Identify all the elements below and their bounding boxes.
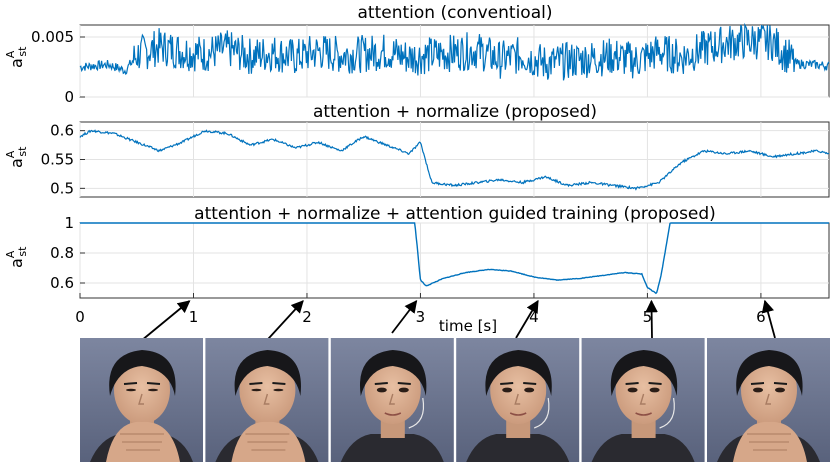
svg-text:aAst: aAst [4,46,29,68]
left-eye [126,388,136,392]
face [741,356,797,424]
eyebrows [374,382,411,385]
hair [485,350,552,396]
eyebrows [625,382,662,385]
left-eye [753,387,763,393]
panel-3-frame [79,222,830,299]
mouth [635,412,652,416]
nose [514,393,521,405]
panel-3-title: attention + normalize + attention guided… [194,204,716,224]
right-eye [398,387,409,393]
right-eye [524,387,535,393]
eyebrows [249,382,286,385]
frame-arrow [761,299,776,339]
hair [109,350,176,396]
panel-2-ytick-label: 0.6 [50,122,74,140]
nose [639,393,646,405]
shoulders [591,434,695,462]
panel-1-ytick-label: 0 [64,88,74,106]
right-eye [148,388,158,392]
x-tick-label: 0 [75,308,85,326]
shoulders [466,434,570,462]
panel-3-ytick-label: 0.6 [50,274,74,292]
panel-3-ylabel: aAst [4,246,29,268]
panel-2-title: attention + normalize (proposed) [313,102,597,122]
face-frames [80,338,830,462]
face-frame-2 [205,338,329,462]
panel-2-ylabel: aAst [4,146,29,168]
panel-2-ytick-label: 0.5 [50,179,74,197]
x-tick-label: 5 [643,308,653,326]
panel-2: attention + normalize (proposed) 0.5 0.55… [4,102,830,198]
panel-1-title: attention (conventioal) [358,3,553,23]
nose [765,393,771,405]
panel-1-series-line [79,22,830,81]
headset-mic [408,397,425,429]
x-tick-label: 3 [416,308,426,326]
nose [388,393,395,405]
face-frame-5 [581,338,705,462]
eyebrows [123,382,161,385]
face [490,356,547,424]
face-frame-4 [456,338,580,462]
panel-1-ytick-label: 0.005 [31,28,74,46]
panel-3-series-line [80,222,829,295]
panel-1-ylabel: aAst [4,46,29,68]
nose [138,393,144,405]
nose [263,393,270,405]
x-tick-label: 1 [189,308,199,326]
x-tick-label: 4 [529,308,539,326]
eyebrows [750,382,788,385]
left-eye [627,387,638,393]
eyebrows [500,382,537,385]
left-eye [376,387,387,393]
panel-1: attention (conventioal) 0 0.005 aAst [4,3,830,106]
right-eye [273,388,284,392]
face [364,356,421,424]
headset-mic [659,397,675,429]
mouth [384,412,402,416]
svg-text:aAst: aAst [4,246,29,268]
left-eye [502,387,513,393]
face [239,356,296,424]
panel-3-ytick-label: 0.8 [50,244,74,262]
face-frame-6 [707,338,830,462]
mouth [509,412,527,416]
right-eye [649,387,660,393]
frame-arrow [645,299,658,339]
face [114,356,170,424]
panel-3-ytick-label: 1 [64,214,74,232]
panel-2-series-line [79,129,830,191]
face-frame-3 [330,338,454,462]
headset-mic [533,397,550,429]
svg-text:aAst: aAst [4,146,29,168]
frame-arrow [515,299,539,339]
fingers [120,433,164,451]
x-axis-label: time [s] [439,317,497,335]
left-eye [251,388,262,392]
right-eye [775,387,785,393]
hair [610,350,678,396]
fingers [245,433,290,451]
hair [234,350,301,396]
frame-arrow [391,299,418,334]
x-tick-label: 6 [756,308,766,326]
face-frame-strip [80,338,830,462]
fingers [747,433,791,451]
hair [736,350,803,396]
x-tick-label: 2 [302,308,312,326]
face [615,356,672,424]
hair [359,350,427,396]
shoulders [340,434,444,462]
panel-3: attention + normalize + attention guided… [4,204,830,335]
face-frame-1 [80,338,203,462]
panel-2-ytick-label: 0.55 [41,151,74,169]
